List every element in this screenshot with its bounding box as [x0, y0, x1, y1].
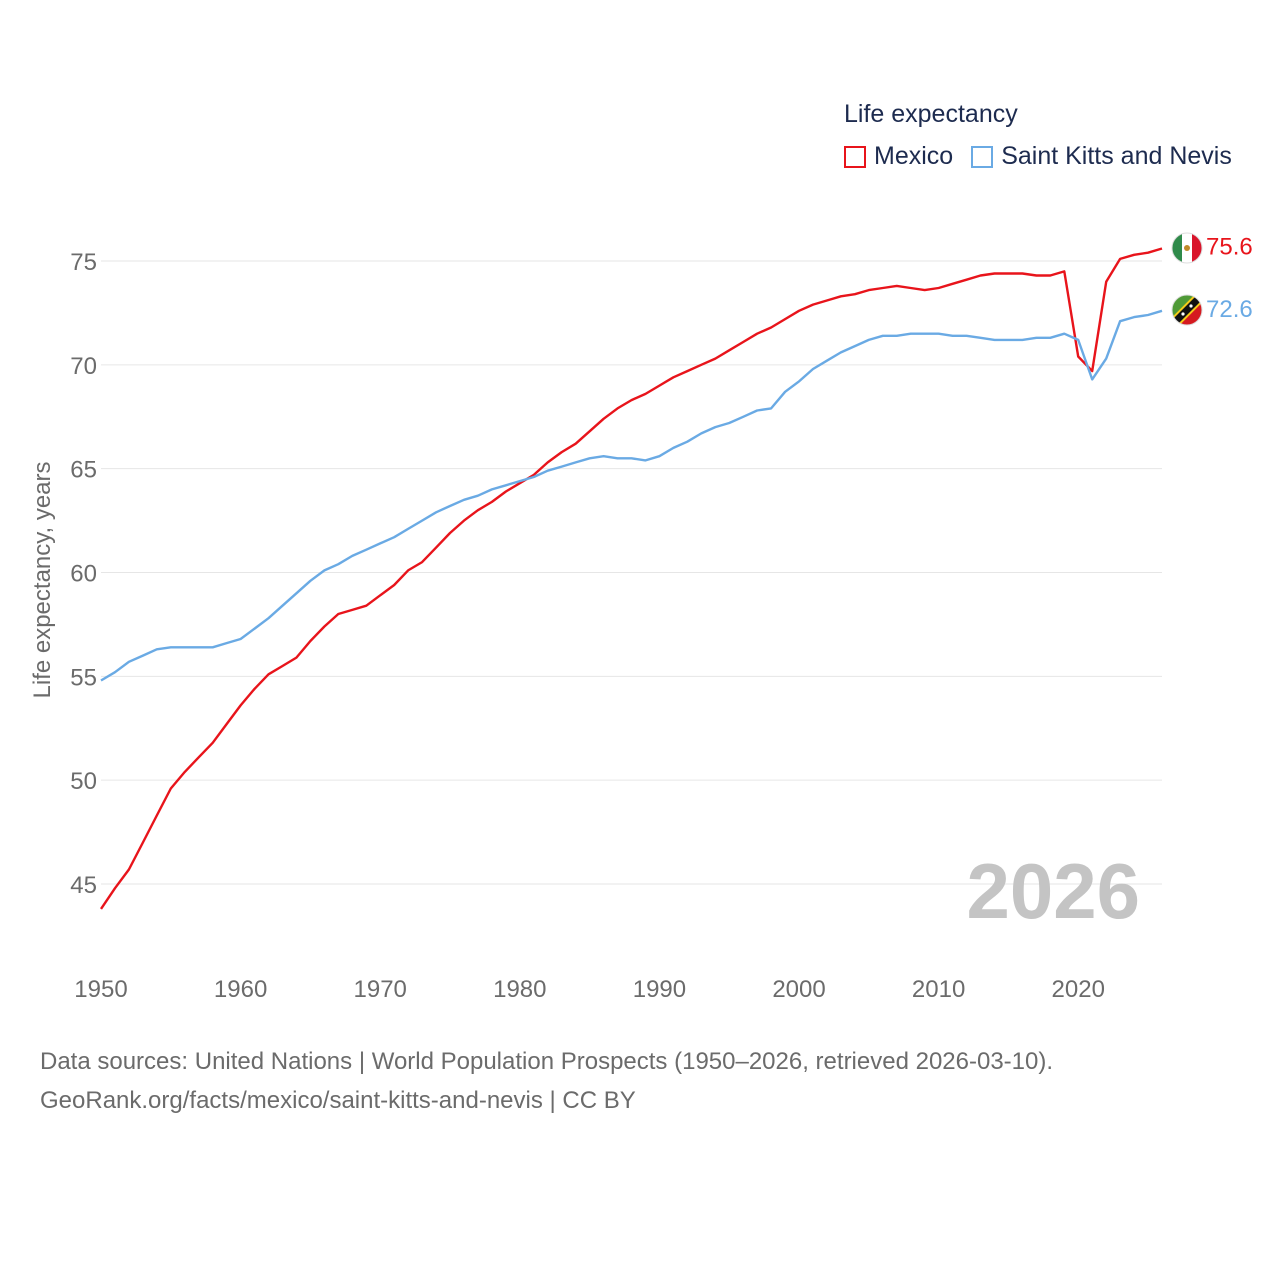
- x-tick-label: 1950: [74, 976, 127, 1003]
- legend-label-saint-kitts-and-nevis: Saint Kitts and Nevis: [1001, 142, 1232, 170]
- y-tick-label: 75: [70, 249, 97, 276]
- life-expectancy-chart: 45 50 55 60 65 70 75 1950 1960 1970 1980 1990 2000 2…: [29, 232, 1253, 1003]
- series-line-saint-kitts-and-nevis[interactable]: [100, 309, 1163, 682]
- legend: Mexico Saint Kitts and Nevis: [844, 142, 1250, 171]
- legend-label-mexico: Mexico: [874, 142, 954, 170]
- legend-swatch-mexico: [844, 145, 866, 168]
- footer: Data sources: United Nations | World Pop…: [40, 1042, 1053, 1120]
- y-axis-label: Life expectancy, years: [29, 461, 56, 698]
- y-tick-label: 45: [70, 872, 97, 899]
- y-tick-label: 60: [70, 561, 97, 588]
- legend-swatch-saint-kitts-and-nevis: [971, 145, 994, 168]
- end-label-mexico: 75.6: [1206, 234, 1253, 261]
- y-tick-label: 55: [70, 664, 97, 691]
- mexico-flag-icon: [1171, 232, 1203, 264]
- saint-kitts-and-nevis-flag-icon: [1171, 294, 1203, 326]
- footer-sources: Data sources: United Nations | World Pop…: [40, 1048, 1054, 1075]
- year-label: 2026: [966, 847, 1140, 935]
- x-tick-label: 1970: [354, 976, 407, 1003]
- end-label-saint-kitts-and-nevis: 72.6: [1206, 296, 1253, 323]
- legend-title: Life expectancy: [844, 100, 1018, 128]
- x-tick-label: 2010: [912, 976, 965, 1003]
- x-tick-label: 1960: [214, 976, 267, 1003]
- y-tick-label: 50: [70, 768, 97, 795]
- y-tick-label: 65: [70, 457, 97, 484]
- y-tick-label: 70: [70, 353, 97, 380]
- footer-link[interactable]: GeoRank.org/facts/mexico/saint-kitts-and…: [40, 1087, 636, 1114]
- legend-item-saint-kitts-and-nevis[interactable]: Saint Kitts and Nevis: [971, 142, 1232, 171]
- legend-item-mexico[interactable]: Mexico: [844, 142, 953, 171]
- x-tick-label: 1980: [493, 976, 546, 1003]
- x-tick-label: 2020: [1052, 976, 1105, 1003]
- x-tick-label: 2000: [772, 976, 825, 1003]
- series-line-mexico[interactable]: [100, 247, 1163, 910]
- x-tick-label: 1990: [633, 976, 686, 1003]
